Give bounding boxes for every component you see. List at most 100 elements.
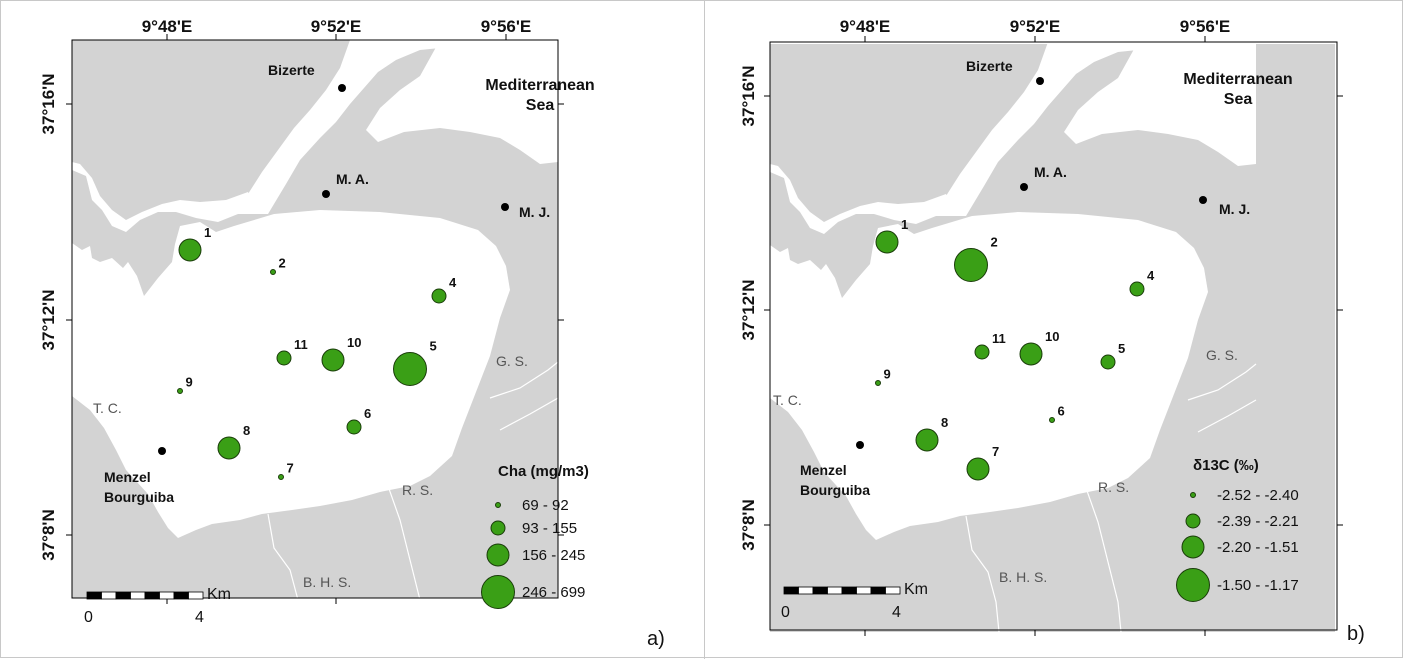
area-label: T. C. (93, 400, 122, 416)
station-marker (1019, 342, 1043, 366)
town-label: M. J. (519, 204, 550, 220)
legend-label: 156 - 245 (522, 547, 585, 564)
map-panel-a: 9°48'E 9°52'E 9°56'E 37°16'N 37°12'N 37°8'N Bi… (39, 17, 665, 650)
station-label: 9 (186, 375, 193, 390)
station-marker (178, 238, 202, 262)
river-line-3 (387, 485, 421, 598)
station-label: 1 (901, 217, 908, 232)
panel-divider (704, 0, 705, 659)
town-dot (1199, 196, 1207, 204)
legend-symbol (481, 575, 515, 609)
lon-label: 9°48'E (840, 17, 891, 36)
scale-segment (159, 591, 175, 600)
legend-symbol (486, 543, 510, 567)
town-label: M. J. (1219, 201, 1250, 217)
station-label: 8 (941, 415, 948, 430)
lat-label: 37°8'N (739, 499, 758, 550)
town-label: Bizerte (268, 62, 315, 78)
station-label: 5 (1118, 341, 1125, 356)
legend-label: 93 - 155 (522, 520, 577, 537)
scale-segment (856, 586, 872, 595)
tinja-channel-water (770, 164, 950, 234)
scale-unit: Km (207, 586, 231, 603)
scale-segment (86, 591, 102, 600)
station-label: 4 (449, 275, 457, 290)
sea-label: Mediterranean Sea (1183, 71, 1292, 108)
scale-segment (885, 586, 901, 595)
station-label: 10 (347, 335, 361, 350)
sea-area (366, 40, 558, 164)
legend-symbol (495, 502, 501, 508)
lagoon-water (770, 212, 1208, 540)
station-marker (954, 248, 988, 282)
scale-segment (870, 586, 886, 595)
lon-label: 9°56'E (481, 17, 532, 36)
station-label: 7 (992, 444, 999, 459)
town-dot (501, 203, 509, 211)
scale-segment (783, 586, 799, 595)
area-label: T. C. (773, 392, 802, 408)
map-body (769, 44, 1335, 632)
area-label: B. H. S. (303, 574, 351, 590)
scale-segment (115, 591, 131, 600)
river-line-1 (1187, 363, 1257, 401)
map-panel-b: 9°48'E 9°52'E 9°56'E 37°16'N 37°12'N 37°8'N Bi… (739, 17, 1365, 645)
station-label: 9 (884, 367, 891, 382)
channel-water (934, 44, 1256, 216)
panel-label: a) (647, 628, 665, 650)
river-line-0 (769, 341, 803, 387)
station-label: 11 (992, 331, 1006, 346)
station-marker (270, 269, 276, 275)
lon-label: 9°48'E (142, 17, 193, 36)
station-label: 8 (243, 423, 250, 438)
station-label: 4 (1147, 268, 1155, 283)
area-label: R. S. (1098, 479, 1129, 495)
station-label: 1 (204, 225, 211, 240)
station-marker (177, 388, 183, 394)
river-line-0 (72, 339, 105, 385)
map-body (72, 40, 558, 598)
town-label: M. A. (1034, 164, 1067, 180)
town-dot (322, 190, 330, 198)
town-dot (1036, 77, 1044, 85)
tinja-channel-water (72, 162, 252, 232)
scale-segment (188, 591, 204, 600)
area-label: B. H. S. (999, 569, 1047, 585)
station-label: 7 (287, 461, 294, 476)
town-dot (1020, 183, 1028, 191)
legend-symbol (1190, 492, 1196, 498)
station-label: 6 (1058, 404, 1065, 419)
scale-segment (798, 586, 814, 595)
lon-label: 9°56'E (1180, 17, 1231, 36)
station-label: 2 (279, 256, 286, 271)
town-dot (158, 447, 166, 455)
station-marker (431, 288, 447, 304)
legend-symbol (1185, 513, 1201, 529)
town-dot (338, 84, 346, 92)
scale-label: 4 (195, 609, 204, 626)
station-label: 6 (364, 406, 371, 421)
scale-segment (827, 586, 843, 595)
legend-symbol (490, 520, 506, 536)
scale-label: 4 (892, 604, 901, 621)
station-marker (1049, 417, 1055, 423)
river-line-1 (489, 361, 558, 399)
station-marker (875, 230, 899, 254)
station-marker (278, 474, 284, 480)
lagoon-water (72, 210, 510, 538)
lon-label: 9°52'E (311, 17, 362, 36)
legend-label: 69 - 92 (522, 497, 569, 514)
river-line-2 (1197, 399, 1257, 433)
town-label: Menzel Bourguiba (104, 469, 174, 505)
town-label: Bizerte (966, 58, 1013, 74)
legend-label: -2.52 - -2.40 (1217, 487, 1299, 504)
legend-label: 246 - 699 (522, 584, 585, 601)
station-label: 10 (1045, 329, 1059, 344)
area-label: G. S. (1206, 347, 1238, 363)
legend-label: -1.50 - -1.17 (1217, 577, 1299, 594)
legend-title: Cha (mg/m3) (498, 463, 589, 480)
lat-label: 37°16'N (739, 66, 758, 127)
scale-label: 0 (781, 604, 790, 621)
lat-label: 37°8'N (39, 509, 58, 560)
